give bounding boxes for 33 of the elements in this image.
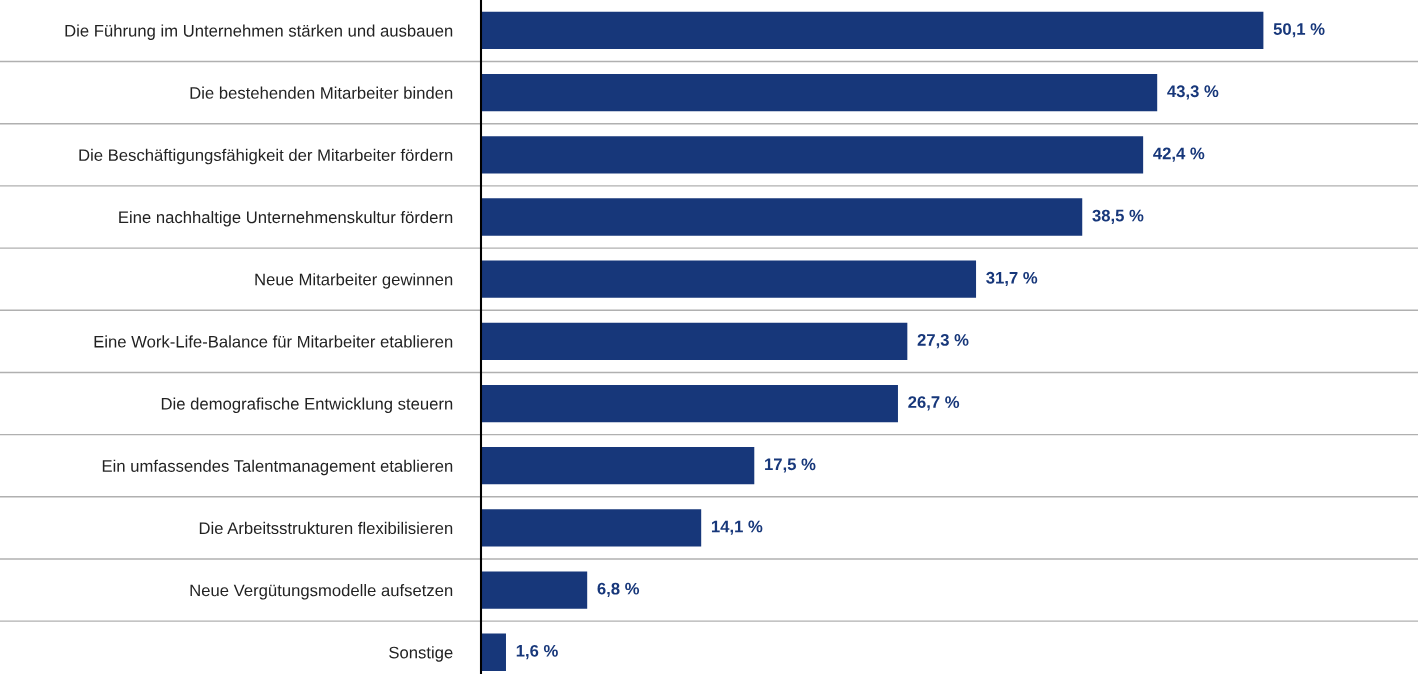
- data-label: 27,3 %: [917, 334, 969, 349]
- data-label: 6,8 %: [597, 582, 640, 597]
- data-label: 38,5 %: [1092, 209, 1144, 224]
- bar: [481, 322, 908, 361]
- data-label: 50,1 %: [1273, 23, 1325, 38]
- y-tick-label: Eine Work-Life-Balance für Mitarbeiter etablieren: [94, 335, 453, 348]
- data-label: 1,6 %: [516, 644, 558, 660]
- bar: [481, 447, 755, 485]
- y-tick-label: Die Arbeitsstrukturen flexibilisieren: [199, 521, 453, 535]
- data-label: 43,3 %: [1167, 85, 1219, 100]
- y-tick-label: Eine nachhaltige Unternehmenskultur fördern: [119, 210, 453, 227]
- y-tick-label: Neue Mitarbeiter gewinnen: [255, 273, 453, 289]
- data-label: 31,7 %: [986, 271, 1038, 287]
- bar: [481, 136, 1144, 174]
- bar: [481, 198, 1083, 236]
- y-tick-label: Sonstige: [389, 646, 453, 662]
- bar: [481, 11, 1264, 50]
- y-tick-label: Die Führung im Unternehmen stärken und ausbauen: [65, 24, 453, 40]
- data-label: 26,7 %: [908, 396, 960, 411]
- bar: [481, 509, 702, 547]
- bar: [481, 571, 588, 609]
- data-label: 42,4 %: [1153, 147, 1205, 162]
- bar: [481, 633, 506, 671]
- y-tick-label: Die bestehenden Mitarbeiter binden: [190, 86, 453, 99]
- bar: [481, 73, 1158, 112]
- y-tick-label: Neue Vergütungsmodelle aufsetzen: [190, 584, 453, 600]
- bar: [481, 384, 898, 423]
- y-tick-label: Die demografische Entwicklung steuern: [161, 397, 453, 414]
- y-tick-label: Die Beschäftigungsfähigkeit der Mitarbeiter fördern: [79, 148, 453, 165]
- y-tick-label: Ein umfassendes Talentmanagement etablieren: [102, 459, 453, 476]
- bar: [481, 260, 977, 298]
- data-label: 17,5 %: [765, 458, 816, 473]
- data-label: 14,1 %: [711, 520, 763, 535]
